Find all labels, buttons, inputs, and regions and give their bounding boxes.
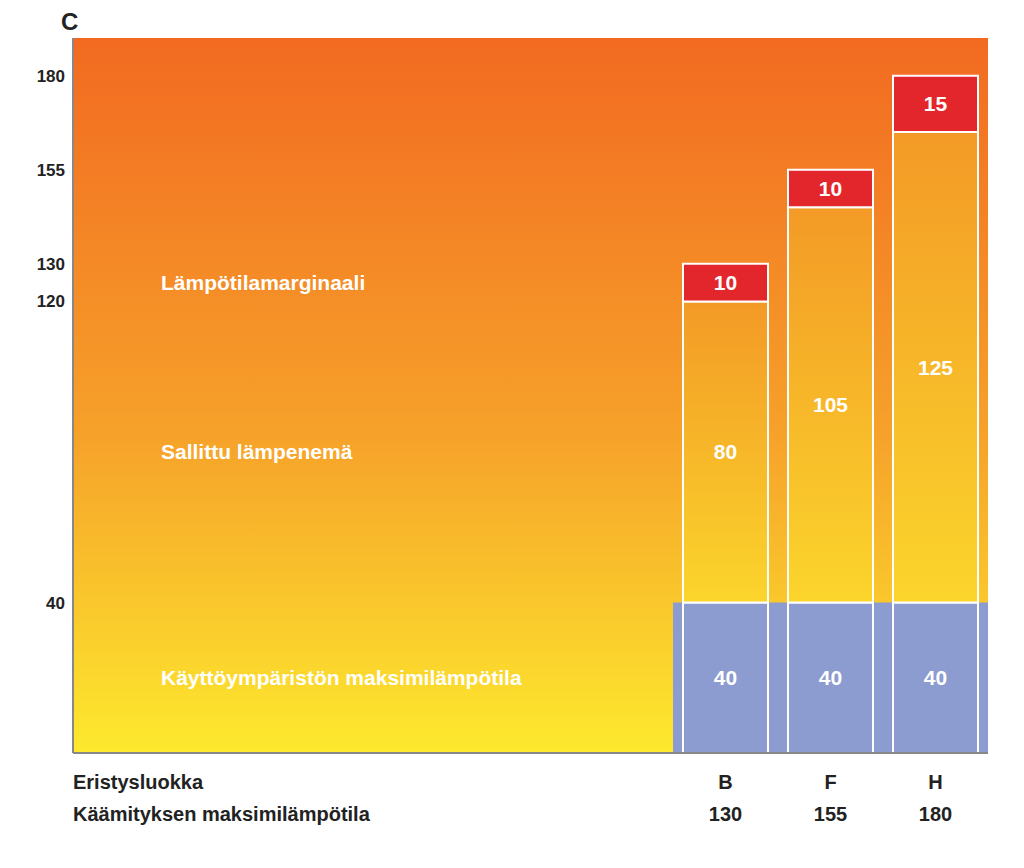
svg-text:15: 15 (924, 92, 948, 115)
html-text:C: C (61, 8, 79, 35)
svg-text:Eristysluokka: Eristysluokka (73, 771, 204, 793)
svg-text:180: 180 (37, 67, 65, 86)
svg-text:H: H (928, 771, 942, 793)
svg-text:40: 40 (924, 666, 947, 689)
svg-text:155: 155 (37, 161, 65, 180)
svg-text:120: 120 (37, 292, 65, 311)
svg-text:40: 40 (46, 594, 65, 613)
svg-text:40: 40 (714, 666, 737, 689)
svg-text:40: 40 (819, 666, 842, 689)
svg-text:10: 10 (819, 177, 842, 200)
svg-text:155: 155 (814, 803, 847, 825)
svg-text:130: 130 (709, 803, 742, 825)
svg-text:105: 105 (813, 393, 848, 416)
svg-text:80: 80 (714, 440, 737, 463)
svg-text:130: 130 (37, 255, 65, 274)
svg-text:180: 180 (919, 803, 952, 825)
svg-text:B: B (718, 771, 732, 793)
svg-text:Sallittu lämpenemä: Sallittu lämpenemä (161, 440, 353, 463)
svg-text:10: 10 (714, 271, 737, 294)
svg-text:F: F (824, 771, 836, 793)
svg-text:Käyttöympäristön maksimilämpöt: Käyttöympäristön maksimilämpötila (161, 666, 522, 689)
svg-text:Lämpötilamarginaali: Lämpötilamarginaali (161, 271, 365, 294)
svg-text:Käämityksen maksimilämpötila: Käämityksen maksimilämpötila (73, 803, 371, 825)
svg-text:125: 125 (918, 356, 953, 379)
